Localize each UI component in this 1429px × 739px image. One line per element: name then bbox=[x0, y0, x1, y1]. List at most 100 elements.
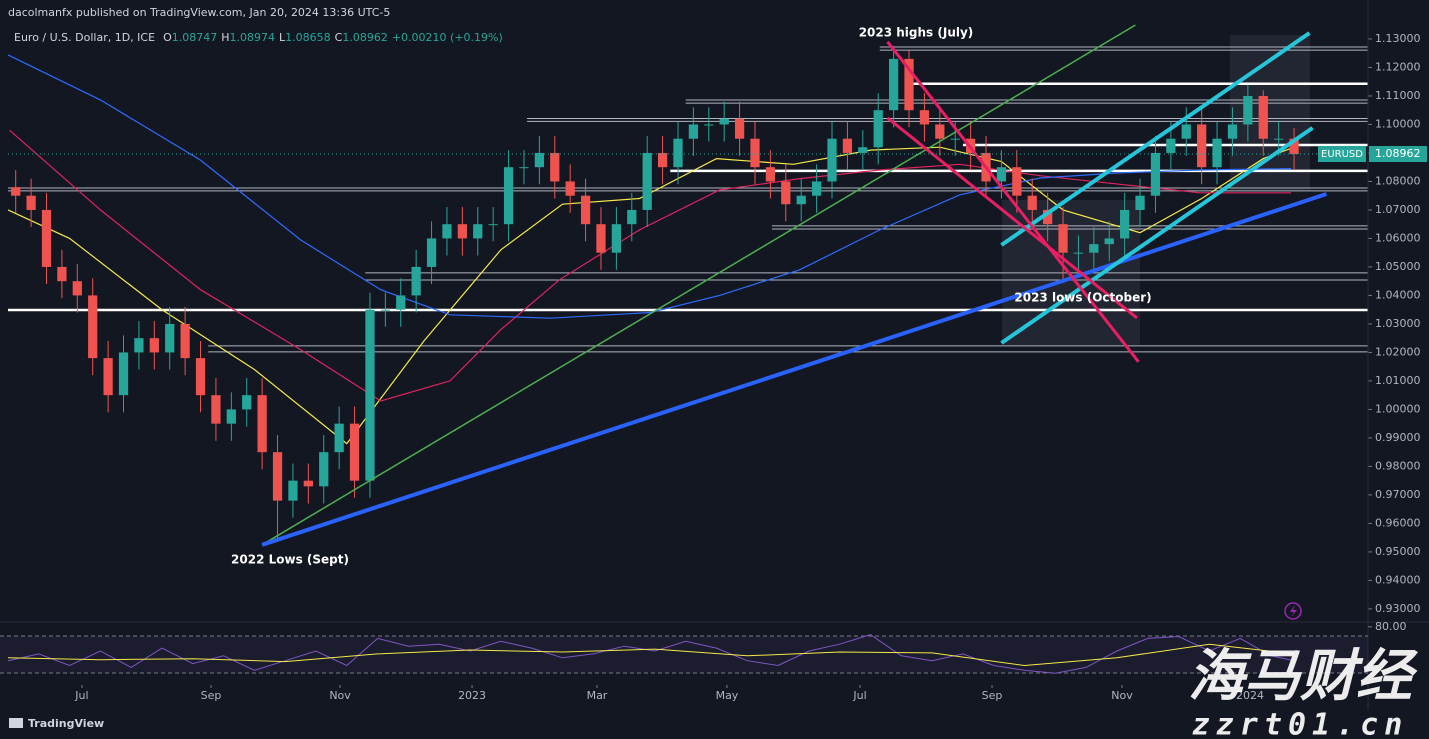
candle-body bbox=[226, 409, 236, 424]
candle-body bbox=[842, 138, 853, 153]
candle-body bbox=[704, 124, 714, 126]
ohlc-key: L bbox=[279, 31, 286, 44]
x-tick-label: Sep bbox=[201, 689, 222, 702]
candle-body bbox=[396, 295, 406, 310]
ohlc-value: 1.08974 bbox=[230, 31, 276, 44]
candle-body bbox=[935, 124, 945, 139]
main-pane: 0.93000 0.94000 0.95000 0.96000 0.97000 0.980… bbox=[7, 24, 1427, 702]
candle-body bbox=[1027, 195, 1037, 210]
candle-body bbox=[827, 138, 837, 182]
y-tick-label: 0.95000 bbox=[1375, 545, 1421, 558]
candle-body bbox=[888, 58, 899, 111]
candle-body bbox=[996, 167, 1007, 182]
x-tick-label: 2023 bbox=[458, 689, 486, 702]
candle-body bbox=[1043, 209, 1053, 225]
candle-body bbox=[811, 181, 822, 196]
candle-body bbox=[11, 187, 21, 196]
y-tick-label: 1.08000 bbox=[1375, 174, 1421, 187]
x-tick-label: Nov bbox=[1111, 689, 1133, 702]
candle-body bbox=[211, 395, 221, 424]
y-tick-label: 0.93000 bbox=[1375, 602, 1421, 615]
candle-body bbox=[365, 309, 375, 481]
symbol-tag-label: EURUSD bbox=[1321, 149, 1363, 160]
rsi-line bbox=[7, 643, 1295, 667]
ohlc-key: C bbox=[335, 31, 343, 44]
candle-body bbox=[1058, 224, 1068, 253]
candle-body bbox=[334, 423, 344, 453]
alert-icon[interactable] bbox=[1284, 602, 1302, 620]
candle-body bbox=[796, 195, 806, 205]
y-tick-label: 0.96000 bbox=[1375, 516, 1421, 529]
candle-body bbox=[1150, 152, 1161, 196]
trendline bbox=[261, 24, 1136, 546]
y-tick-label: 0.98000 bbox=[1375, 459, 1421, 472]
candle-body bbox=[1166, 138, 1176, 153]
candle-body bbox=[1012, 167, 1022, 196]
candle-body bbox=[1258, 95, 1268, 139]
y-tick-label: 1.10000 bbox=[1375, 117, 1421, 130]
candle-body bbox=[503, 167, 514, 225]
candle-body bbox=[272, 452, 283, 501]
watermark-site: zzrt01.cn bbox=[1192, 708, 1409, 739]
candle-body bbox=[442, 224, 452, 239]
watermark-name: 海马财经 bbox=[1188, 644, 1418, 709]
candle-body bbox=[1181, 124, 1191, 139]
candle-body bbox=[950, 138, 960, 140]
candle-body bbox=[380, 309, 390, 311]
moving-average bbox=[7, 54, 1292, 319]
candle-body bbox=[719, 118, 729, 125]
y-tick-label: 1.07000 bbox=[1375, 203, 1421, 216]
rsi-line bbox=[7, 634, 1295, 674]
y-tick-label: 1.04000 bbox=[1375, 288, 1421, 301]
candle-body bbox=[750, 138, 760, 168]
price-tag bbox=[1369, 146, 1427, 163]
candle-body bbox=[904, 58, 914, 111]
candle-body bbox=[1289, 138, 1299, 155]
candle-body bbox=[257, 395, 267, 453]
candle-body bbox=[134, 338, 144, 353]
symbol: Euro / U.S. Dollar, 1D, ICE bbox=[14, 31, 155, 44]
y-tick-label: 1.05000 bbox=[1375, 260, 1421, 273]
candle-body bbox=[88, 295, 98, 359]
x-tick-label: Sep bbox=[982, 689, 1003, 702]
symbol-tag bbox=[1318, 146, 1366, 163]
candle-body bbox=[688, 124, 699, 139]
trendline bbox=[886, 40, 1140, 363]
x-tick-label: Jul bbox=[852, 689, 866, 702]
rsi-pane: 80.00 bbox=[7, 620, 1407, 674]
candle-body bbox=[195, 358, 206, 396]
ohlc-key: H bbox=[221, 31, 229, 44]
candle-body bbox=[165, 323, 175, 353]
candle-body bbox=[627, 209, 637, 225]
x-tick-label: Mar bbox=[587, 689, 608, 702]
y-tick-label: 0.94000 bbox=[1375, 573, 1421, 586]
moving-average bbox=[9, 129, 1291, 402]
y-tick-label: 1.12000 bbox=[1375, 60, 1421, 73]
x-tick-label: Jul bbox=[74, 689, 88, 702]
trendline bbox=[1000, 126, 1314, 345]
tv-logo[interactable]: TradingView bbox=[9, 717, 104, 730]
candle-body bbox=[919, 110, 930, 125]
candle-body bbox=[858, 147, 868, 153]
ohlc-key: O bbox=[163, 31, 172, 44]
candle-body bbox=[1135, 195, 1145, 210]
candle-body bbox=[1089, 244, 1099, 253]
candle-body bbox=[180, 323, 190, 359]
trendline bbox=[1000, 31, 1311, 247]
candle-body bbox=[103, 358, 113, 396]
candle-body bbox=[72, 281, 82, 296]
candle-body bbox=[1197, 124, 1207, 168]
candle-body bbox=[488, 224, 498, 226]
annotation: 2023 lows (October) bbox=[1014, 291, 1151, 305]
candle-body bbox=[242, 395, 252, 410]
y-tick-label: 1.03000 bbox=[1375, 317, 1421, 330]
candle-body bbox=[41, 209, 52, 267]
change: +0.00210 (+0.19%) bbox=[392, 31, 503, 44]
candle-body bbox=[734, 118, 745, 139]
candle-body bbox=[1212, 138, 1222, 168]
candle-body bbox=[349, 423, 360, 481]
y-tick-label: 80.00 bbox=[1375, 620, 1407, 633]
candle-body bbox=[873, 110, 883, 148]
y-tick-label: 0.97000 bbox=[1375, 488, 1421, 501]
